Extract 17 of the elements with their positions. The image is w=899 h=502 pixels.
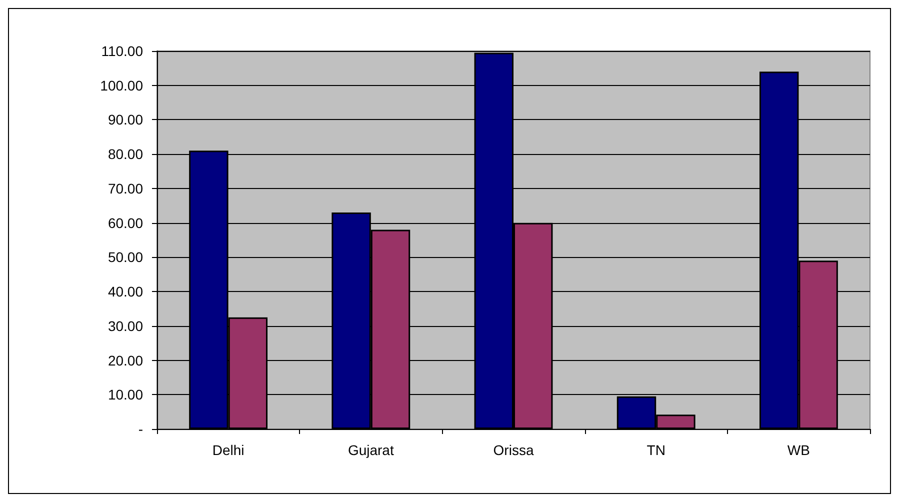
y-tick-label: 50.00	[108, 249, 144, 266]
y-tick-label: 20.00	[108, 352, 144, 368]
x-tick-label: WB	[787, 442, 810, 458]
y-tick-label: 70.00	[108, 180, 144, 196]
x-tick-label: Gujarat	[348, 442, 394, 458]
y-tick-label: 40.00	[108, 284, 144, 300]
y-tick-label: 30.00	[108, 318, 144, 334]
y-tick-label: 80.00	[108, 146, 144, 162]
y-tick-label: 90.00	[108, 112, 144, 128]
x-tick-label: Delhi	[212, 442, 244, 458]
y-tick-label: 10.00	[108, 386, 144, 403]
x-tick-label: TN	[646, 442, 666, 458]
y-tick-label: 110.00	[101, 43, 144, 59]
y-tick-label: 60.00	[108, 214, 144, 231]
x-tick-label: Orissa	[493, 442, 534, 458]
y-tick-label: 100.00	[100, 77, 144, 94]
y-tick-label: -	[138, 421, 144, 437]
